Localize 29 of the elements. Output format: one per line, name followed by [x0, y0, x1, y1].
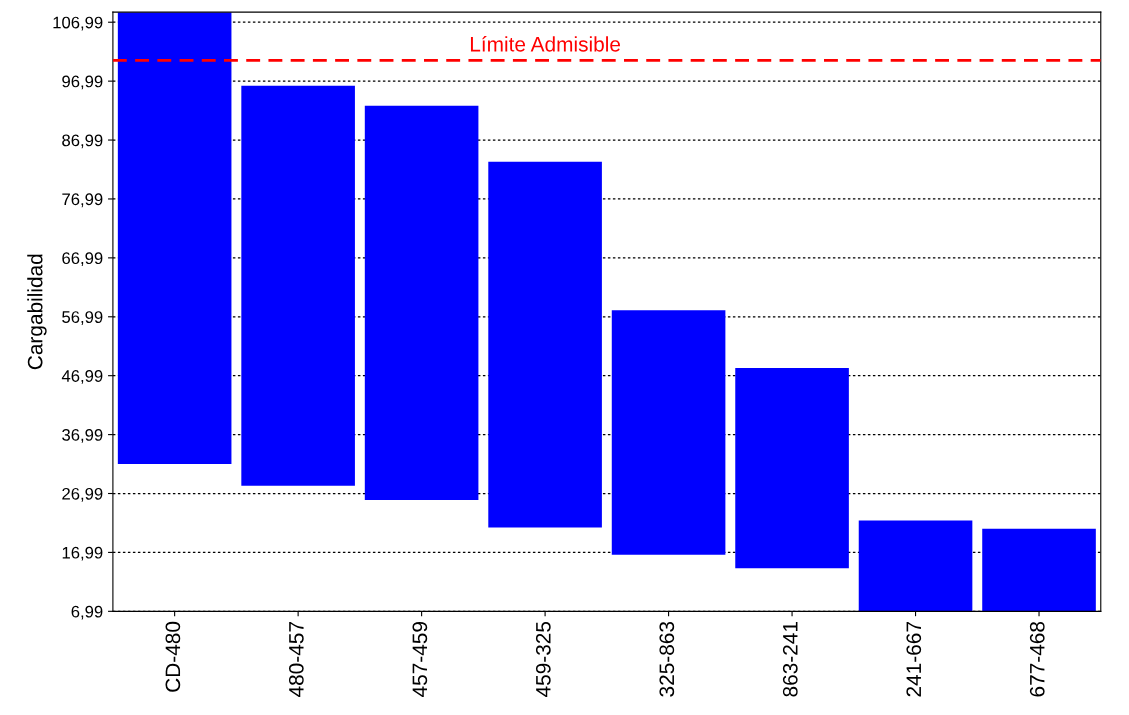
- bar: [488, 161, 602, 528]
- bar: [117, 12, 232, 464]
- y-tick-label: 106,99: [53, 16, 103, 31]
- y-tick-label: 46,99: [61, 370, 103, 384]
- y-tick-label: 26,99: [62, 487, 103, 502]
- x-tick-label: CD-480: [165, 621, 181, 692]
- y-tick-label: 6,99: [71, 605, 103, 620]
- y-axis-title: Cargabilidad: [27, 254, 47, 370]
- x-tick-label: 480-457: [288, 622, 304, 698]
- bar: [982, 528, 1096, 612]
- bar: [364, 105, 479, 500]
- x-tick-label: 677-468: [1029, 621, 1045, 697]
- y-tick-label: 16,99: [62, 546, 103, 561]
- x-tick-label: 241-667: [906, 622, 922, 697]
- x-tick-label: 325-863: [659, 621, 675, 697]
- y-tick-label: 96,99: [62, 75, 103, 90]
- bar: [858, 520, 973, 612]
- x-tick-label: 457-459: [412, 622, 428, 698]
- x-tick-label: 863-241: [782, 622, 798, 697]
- y-tick-label: 76,99: [62, 193, 103, 208]
- y-tick-label: 66,99: [62, 252, 103, 267]
- y-tick-label: 56,99: [62, 311, 103, 325]
- bar: [611, 310, 726, 555]
- bar: [241, 85, 355, 486]
- ref-line-label: Límite Admisible: [470, 36, 621, 52]
- x-tick-label: 459-325: [535, 621, 551, 698]
- y-tick-label: 86,99: [62, 134, 103, 149]
- y-tick-label: 36,99: [62, 429, 103, 443]
- bar: [735, 367, 849, 569]
